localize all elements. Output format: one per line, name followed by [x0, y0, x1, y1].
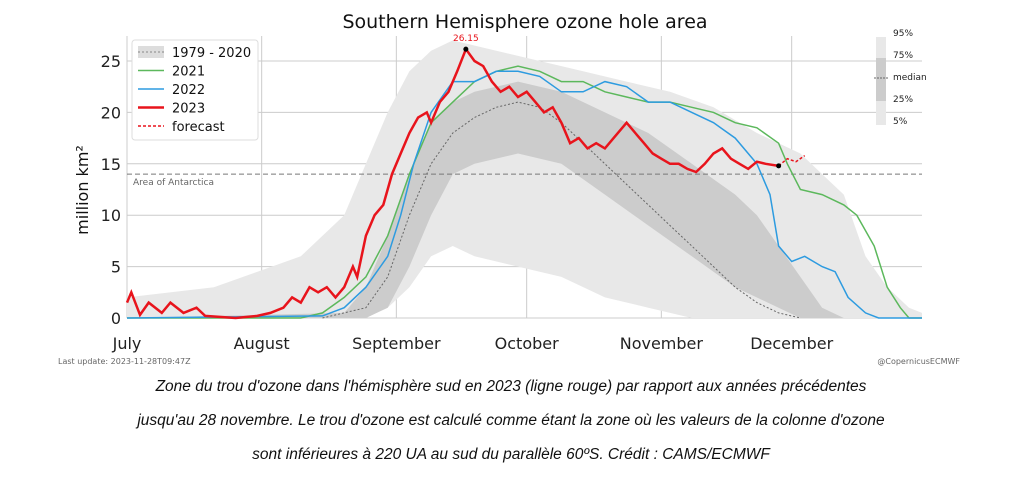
- percentile-label: 95%: [893, 29, 913, 39]
- caption-line-1: Zone du trou d'ozone dans l'hémisphère s…: [155, 378, 867, 395]
- y-tick-label: 10: [101, 206, 121, 225]
- x-tick-label: December: [750, 334, 833, 353]
- caption-line-3: sont inférieures à 220 UA au sud du para…: [252, 446, 770, 463]
- percentile-label: 5%: [893, 117, 908, 127]
- percentile-label: median: [893, 73, 927, 83]
- legend-label: 2022: [172, 83, 205, 98]
- legend-label: 2021: [172, 65, 205, 80]
- series-2021: [127, 65, 922, 319]
- x-tick-label: August: [234, 334, 290, 353]
- series-2022: [126, 70, 922, 319]
- caption-line-2: jusqu'au 28 novembre. Le trou d'ozone es…: [137, 412, 885, 429]
- series-forecast: [778, 154, 806, 167]
- last-update: Last update: 2023-11-28T09:47Z: [58, 357, 191, 366]
- credit: @CopernicusECMWF: [877, 357, 960, 366]
- peak-label: 26.15: [453, 34, 479, 44]
- x-tick-label: October: [495, 334, 559, 353]
- y-tick-label: 0: [111, 309, 121, 328]
- legend-label: forecast: [172, 120, 225, 135]
- x-tick-label: July: [112, 334, 142, 353]
- peak-point: [463, 46, 469, 52]
- y-tick-label: 15: [101, 155, 121, 174]
- latest-point: [776, 163, 782, 169]
- percentile-inner: [876, 58, 886, 101]
- band-25-75: [127, 81, 922, 318]
- percentile-label: 25%: [893, 95, 913, 105]
- x-tick-label: September: [352, 334, 441, 353]
- legend-label: 1979 - 2020: [172, 46, 251, 61]
- ozone-chart: 0 5 10 15 20 25 July August September October Nove…: [73, 11, 927, 353]
- legend-label: 2023: [172, 102, 205, 117]
- y-axis-label: million km²: [73, 145, 92, 235]
- chart-title: Southern Hemisphere ozone hole area: [342, 11, 707, 33]
- legend-box: [131, 39, 259, 141]
- y-tick-label: 5: [111, 258, 121, 277]
- percentile-label: 75%: [893, 51, 913, 61]
- antarctica-label: Area of Antarctica: [133, 178, 214, 188]
- y-tick-label: 25: [101, 52, 121, 71]
- y-tick-label: 20: [101, 103, 121, 122]
- series-2023: [125, 46, 779, 320]
- x-tick-label: November: [620, 334, 704, 353]
